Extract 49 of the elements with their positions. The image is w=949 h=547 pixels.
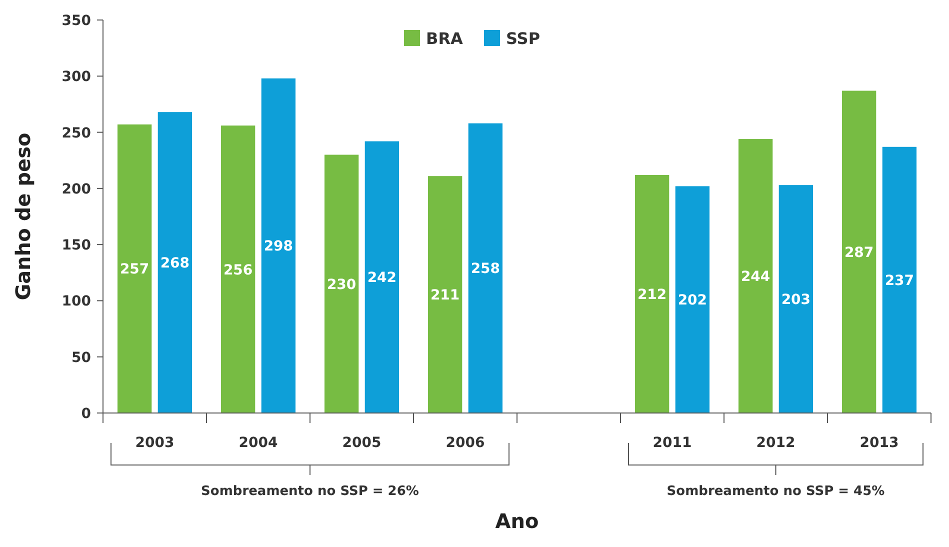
- bar: [158, 112, 192, 413]
- bar: [675, 186, 710, 413]
- data-label: 230: [326, 276, 356, 293]
- text: Sombreamento no SSP = 45%: [666, 484, 885, 499]
- x-tick-label: 2013: [860, 435, 899, 451]
- data-label: 242: [367, 270, 397, 286]
- data-label: 212: [637, 286, 667, 303]
- text: Sombreamento no SSP = 26%: [201, 484, 419, 499]
- y-tick-label: 300: [62, 69, 92, 86]
- data-label: 202: [678, 292, 708, 309]
- data-label: 256: [223, 262, 253, 278]
- bar: [468, 123, 503, 413]
- y-tick-label: 50: [72, 350, 92, 366]
- bar: [117, 124, 152, 413]
- y-tick-label: 0: [81, 406, 92, 422]
- x-tick-label: 2005: [342, 435, 382, 451]
- y-axis-title: Ganho de peso: [11, 132, 35, 300]
- y-tick-label: 350: [62, 13, 92, 29]
- legend-label: BRA: [426, 29, 464, 48]
- x-tick-label: 2006: [446, 435, 485, 451]
- x-tick-label: 2012: [756, 435, 796, 451]
- data-label: 257: [120, 262, 150, 278]
- y-tick-label: 150: [62, 238, 92, 254]
- bar: [634, 174, 670, 413]
- data-label: 237: [884, 272, 914, 289]
- bar: [364, 141, 400, 413]
- data-label: 298: [264, 238, 294, 255]
- data-label: 203: [781, 292, 811, 308]
- bar: [842, 90, 876, 413]
- bar: [778, 185, 814, 413]
- legend-label: SSP: [506, 29, 540, 48]
- data-label: 258: [470, 261, 500, 278]
- x-tick-label: 2004: [238, 435, 278, 451]
- x-tick-label: 2011: [652, 435, 692, 451]
- data-label: 268: [160, 256, 190, 272]
- y-tick-label: 250: [62, 125, 92, 142]
- y-tick-label: 100: [62, 294, 92, 310]
- bar: [220, 126, 256, 413]
- bar: [882, 146, 917, 413]
- bar: [428, 176, 462, 413]
- bar: [324, 154, 359, 413]
- x-tick-label: 2003: [135, 435, 174, 451]
- data-label: 211: [430, 288, 460, 304]
- data-label: 287: [844, 244, 874, 261]
- bar: [261, 78, 296, 413]
- data-label: 244: [740, 269, 770, 286]
- x-axis-title: Ano: [495, 509, 539, 533]
- y-tick-label: 200: [62, 181, 92, 198]
- bar: [738, 139, 773, 413]
